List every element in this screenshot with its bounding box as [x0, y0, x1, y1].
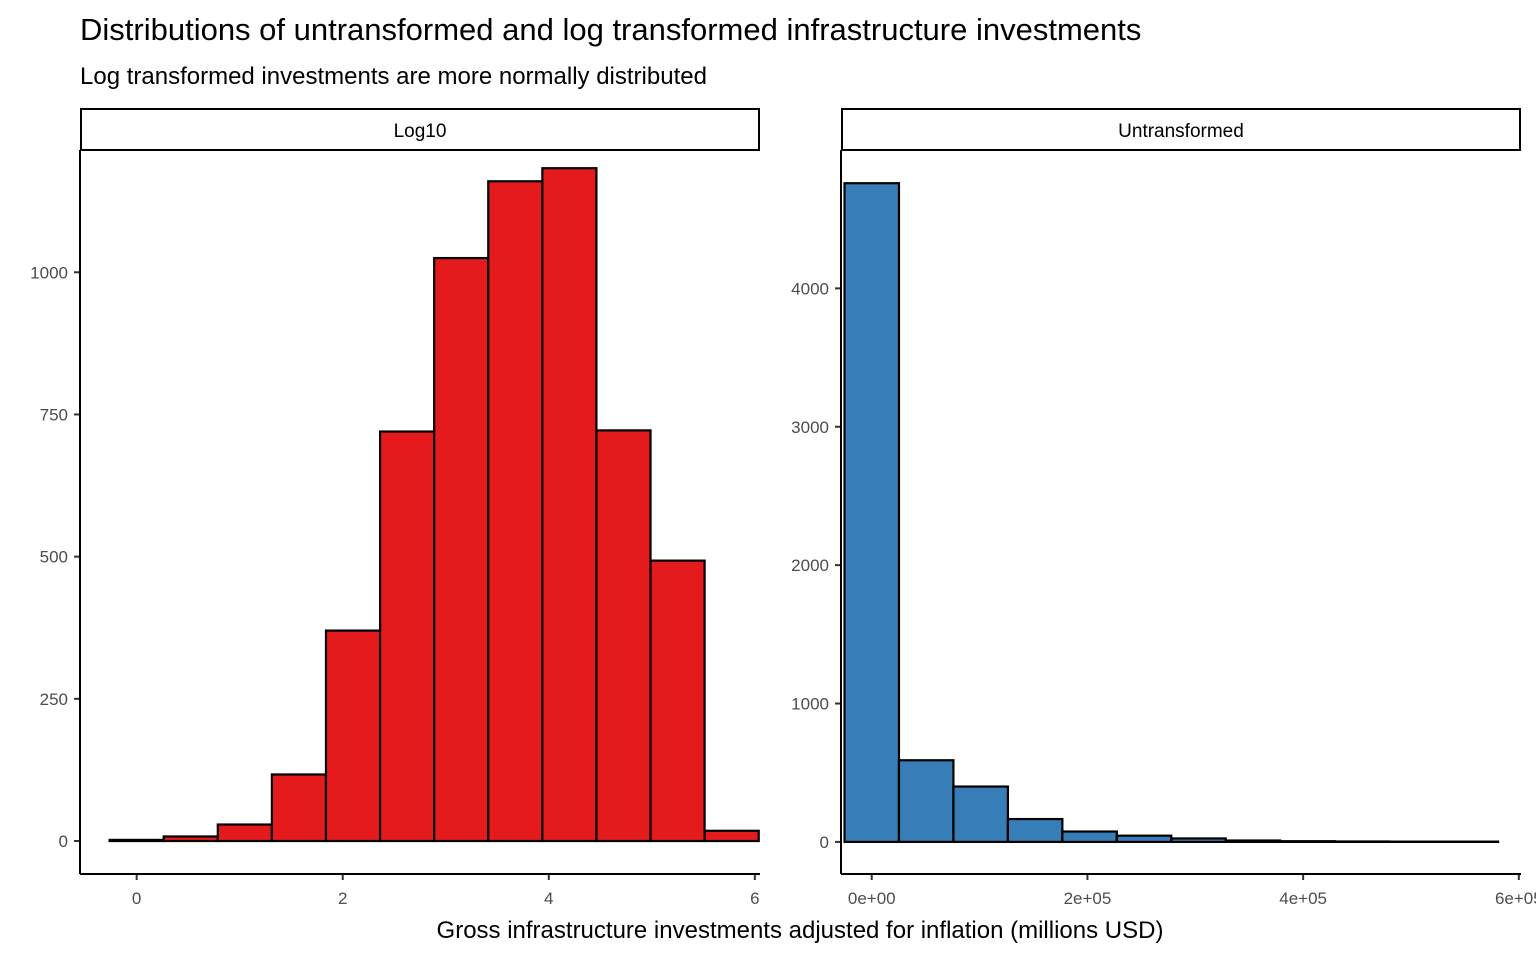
histogram-bar-log10: [595, 429, 652, 843]
histogram-bar-untransformed: [1006, 817, 1064, 843]
x-tick-label: 2: [338, 889, 347, 908]
x-tick-label: 4e+05: [1279, 889, 1327, 908]
y-tick-label: 0: [820, 833, 829, 852]
panel-log10: Log10 0 2 4 6 0 250 500 750 1000: [30, 108, 760, 908]
histogram-bar-log10: [541, 167, 598, 843]
y-tick-label: 1000: [791, 695, 829, 714]
chart-title: Distributions of untransformed and log t…: [80, 12, 1141, 47]
x-tick-label: 6e+05: [1495, 889, 1536, 908]
histogram-bar-log10: [108, 838, 165, 843]
histogram-bar-untransformed: [897, 759, 955, 843]
histogram-bar-log10: [270, 773, 328, 843]
strip-label-untransformed: Untransformed: [1118, 121, 1244, 142]
x-tick-label: 6: [750, 889, 759, 908]
histogram-bar-log10: [703, 829, 760, 843]
y-tick-label: 2000: [791, 556, 829, 575]
histogram-bar-untransformed: [1115, 834, 1173, 843]
histogram-bar-log10: [324, 629, 382, 843]
x-tick-label: 2e+05: [1064, 889, 1112, 908]
strip-box-log10: [80, 108, 760, 151]
histogram-bar-log10: [378, 430, 436, 843]
histogram-bar-untransformed: [1224, 839, 1282, 843]
x-ticks-untransformed: 0e+00 2e+05 4e+05 6e+05: [848, 874, 1536, 908]
x-ticks-log10: 0 2 4 6: [132, 874, 760, 908]
chart-subtitle: Log transformed investments are more nor…: [80, 63, 707, 90]
histogram-bar-log10: [216, 823, 273, 843]
bars-log10: [108, 167, 760, 843]
y-ticks-log10: 0 250 500 750 1000: [30, 263, 80, 851]
histogram-bar-log10: [649, 559, 706, 843]
panel-untransformed: Untransformed 0e+00 2e+05 4e+05 6e+05 0 1000…: [791, 108, 1536, 908]
bars-untransformed: [843, 182, 1500, 844]
histogram-bar-log10: [162, 835, 219, 843]
x-axis-title: Gross infrastructure investments adjuste…: [437, 917, 1164, 944]
strip-box-untransformed: [841, 108, 1521, 151]
y-tick-label: 250: [40, 690, 68, 709]
y-tick-label: 4000: [791, 279, 829, 298]
y-tick-label: 0: [59, 832, 68, 851]
histogram-bar-untransformed: [1061, 830, 1118, 844]
x-tick-label: 0e+00: [848, 889, 896, 908]
x-tick-label: 0: [132, 889, 141, 908]
histogram-bar-log10: [433, 256, 490, 843]
histogram-bar-untransformed: [843, 182, 901, 844]
histogram-bar-untransformed: [1170, 837, 1227, 844]
histogram-bar-untransformed: [952, 785, 1009, 843]
y-tick-label: 1000: [30, 263, 68, 282]
x-tick-label: 4: [544, 889, 553, 908]
histogram-bar-untransformed: [1279, 840, 1336, 843]
histogram-bar-log10: [487, 180, 544, 843]
y-ticks-untransformed: 0 1000 2000 3000 4000: [791, 279, 841, 852]
y-tick-label: 3000: [791, 418, 829, 437]
y-tick-label: 750: [40, 405, 68, 424]
strip-label-log10: Log10: [394, 121, 447, 142]
y-tick-label: 500: [40, 548, 68, 567]
